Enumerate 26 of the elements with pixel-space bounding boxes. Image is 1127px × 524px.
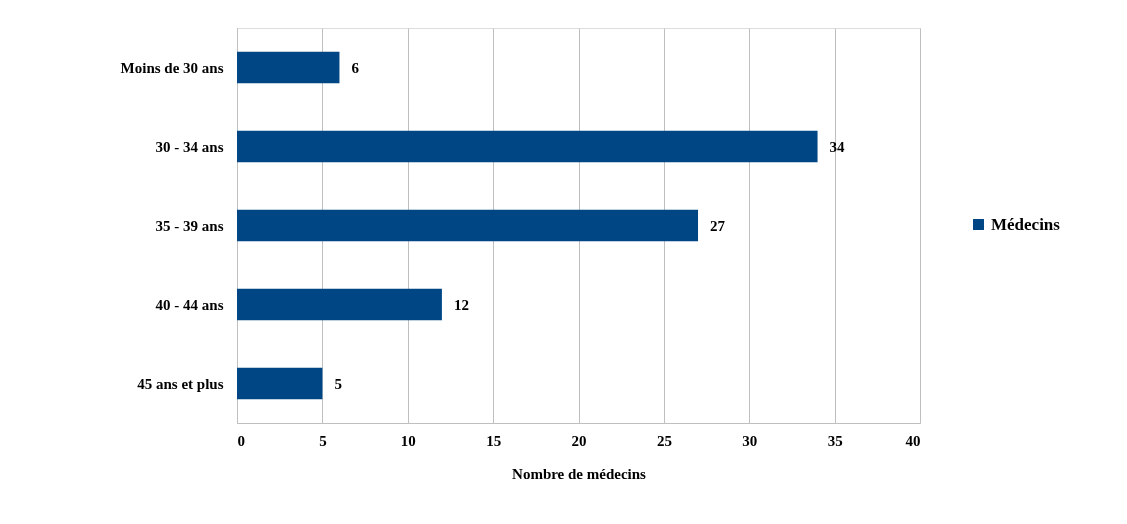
x-tick-label: 15: [486, 432, 502, 449]
bar: [237, 130, 818, 163]
x-axis-title: Nombre de médecins: [512, 465, 647, 482]
data-label: 5: [334, 375, 342, 392]
y-tick-label: 35 - 39 ans: [155, 217, 224, 234]
data-label: 27: [710, 217, 726, 234]
x-tick-label: 30: [742, 432, 758, 449]
x-tick-label: 35: [827, 432, 843, 449]
y-tick-label: Moins de 30 ans: [120, 59, 224, 76]
y-tick-label: 40 - 44 ans: [155, 296, 224, 313]
legend-label: Médecins: [991, 214, 1061, 234]
bar: [237, 51, 340, 84]
data-label: 34: [829, 138, 846, 155]
y-tick-label: 30 - 34 ans: [155, 138, 224, 155]
data-label: 12: [453, 296, 469, 313]
x-tick-label: 0: [237, 432, 245, 449]
x-tick-label: 25: [656, 432, 672, 449]
bar: [237, 288, 442, 321]
x-tick-label: 10: [400, 432, 416, 449]
data-label: 6: [351, 59, 360, 76]
bar: [237, 367, 323, 400]
x-tick-label: 20: [571, 432, 587, 449]
x-tick-label: 40: [905, 432, 921, 449]
y-tick-label: 45 ans et plus: [137, 375, 224, 392]
x-tick-label: 5: [319, 432, 327, 449]
bar: [237, 209, 699, 242]
